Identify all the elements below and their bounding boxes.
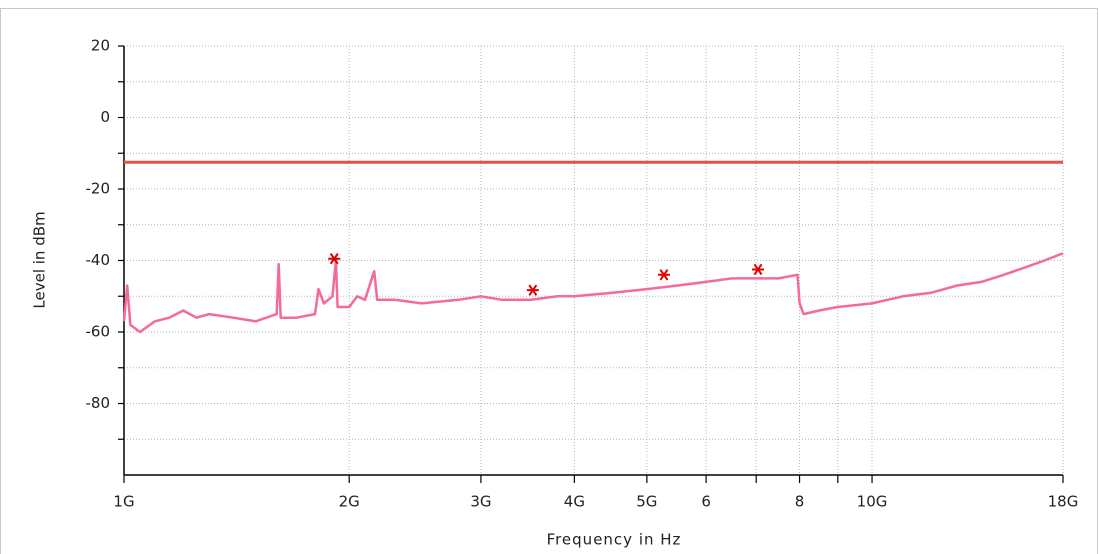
x-tick-label: 2G xyxy=(339,493,360,511)
x-tick-label: 18G xyxy=(1048,493,1079,511)
x-axis-label: Frequency in Hz xyxy=(547,531,682,549)
y-tick-label: -80 xyxy=(86,394,111,412)
peak-marker xyxy=(657,269,670,281)
peak-marker xyxy=(526,284,539,296)
y-tick-label: -40 xyxy=(86,251,111,269)
peak-marker xyxy=(328,253,341,265)
y-axis-label: Level in dBm xyxy=(31,211,49,308)
x-tick-label: 10G xyxy=(857,493,888,511)
y-tick-label: 0 xyxy=(100,108,110,126)
peak-marker xyxy=(752,263,765,276)
y-tick-label: -20 xyxy=(86,180,111,198)
x-tick-label: 6 xyxy=(701,493,711,511)
trace xyxy=(122,252,1064,334)
x-tick-label: 3G xyxy=(470,493,491,511)
y-tick-label: 20 xyxy=(91,37,110,55)
x-tick-label: 8 xyxy=(795,493,805,511)
x-tick-label: 1G xyxy=(113,493,134,511)
x-tick-label: 5G xyxy=(636,493,657,511)
frame xyxy=(0,8,1098,554)
y-tick-label: -60 xyxy=(86,323,111,341)
x-tick-label: 4G xyxy=(564,493,585,511)
